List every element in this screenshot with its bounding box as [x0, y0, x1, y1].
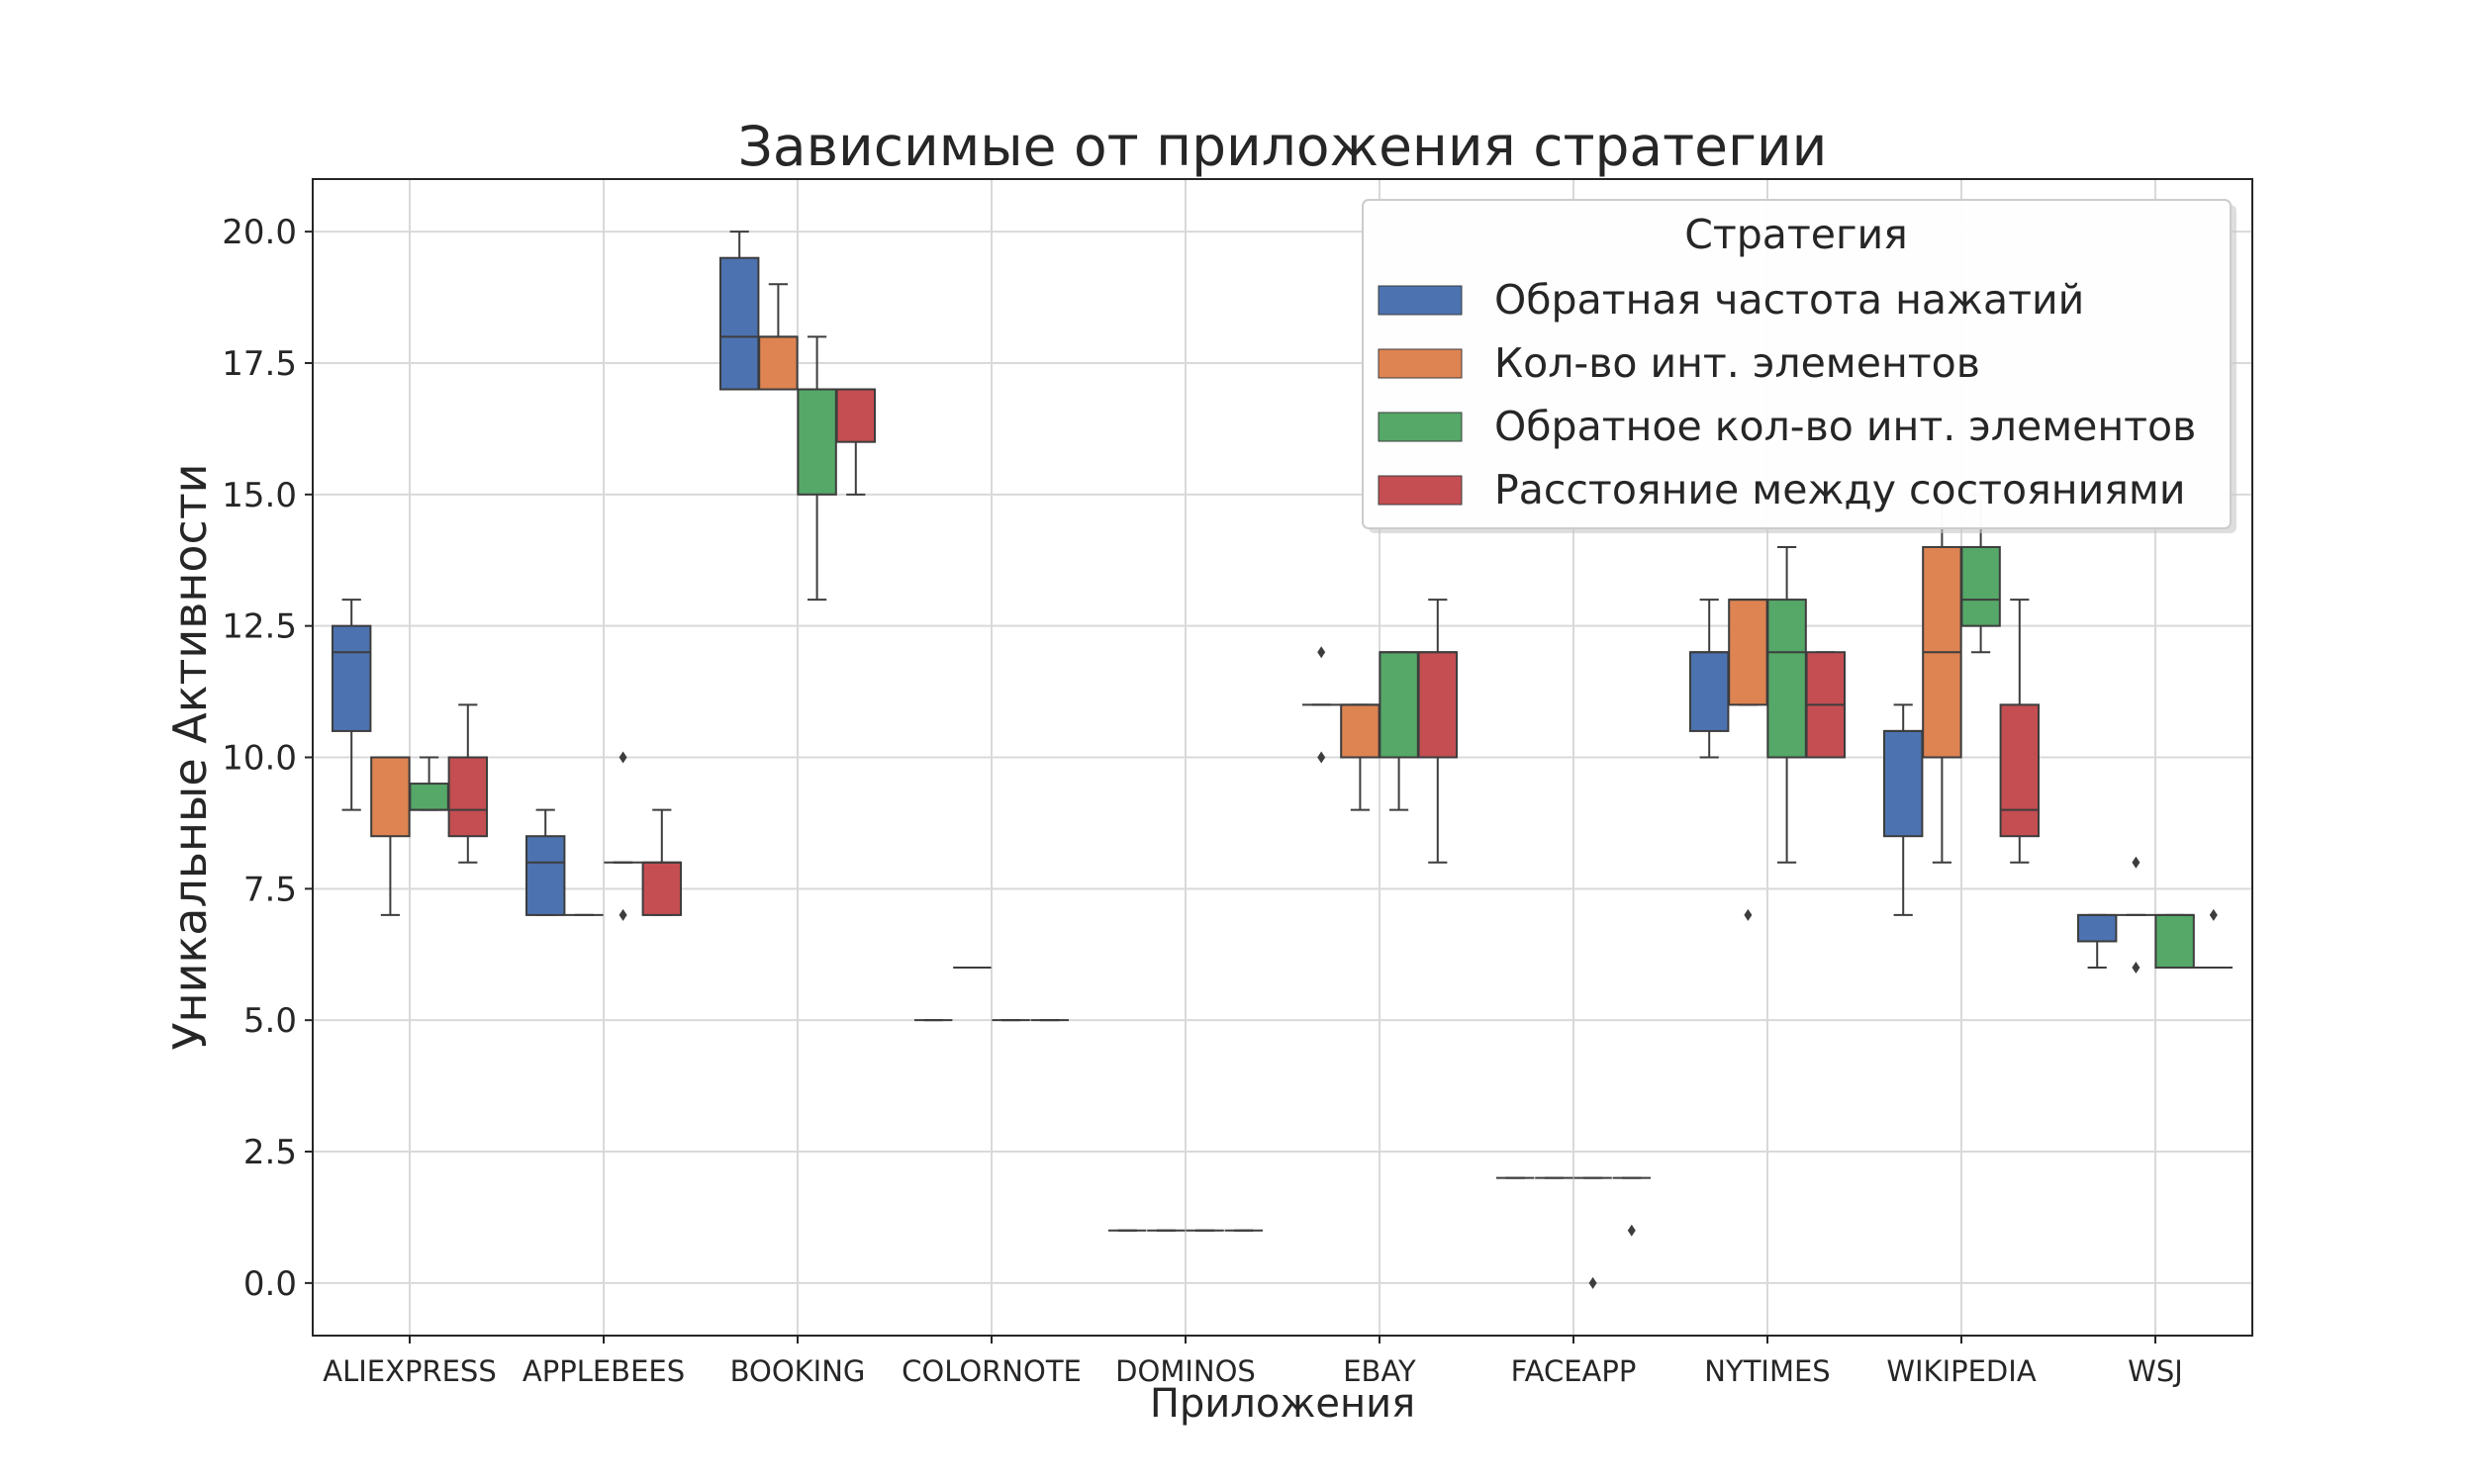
y-tick-label: 20.0 [222, 213, 297, 252]
box-body [1417, 651, 1459, 759]
box-nytimes-4 [1805, 651, 1847, 759]
box-aliexpress-4 [447, 703, 489, 864]
box-body [2154, 913, 2195, 970]
y-tick-label: 15.0 [222, 476, 297, 515]
x-tick-label: ALIEXPRESS [323, 1354, 497, 1388]
box-body [1340, 703, 1380, 759]
chart-title: Зависимые от приложения стратегии [738, 115, 1828, 178]
flier-point [2132, 856, 2141, 869]
legend-swatch [1378, 475, 1463, 506]
box-nytimes-1 [1688, 599, 1730, 759]
y-axis-ticks: 0.0 2.5 5.0 7.5 10.0 12.5 15.0 17.5 20.0 [222, 213, 313, 1304]
legend-swatch [1378, 285, 1463, 316]
box-applebees-3 [604, 751, 642, 921]
x-tick-label: COLORNOTE [902, 1354, 1082, 1388]
box-body [758, 335, 799, 391]
flier-point [1588, 1276, 1597, 1289]
x-tick-label: APPLEBEES [523, 1354, 685, 1388]
box-wikipedia-1 [1882, 703, 1924, 916]
box-faceapp-3 [1573, 1176, 1612, 1289]
box-body [1379, 651, 1419, 759]
box-body [1882, 729, 1924, 838]
box-booking-4 [835, 388, 877, 496]
y-tick-label: 10.0 [222, 739, 297, 779]
box-wsj-2 [2117, 856, 2155, 974]
legend-title: Стратегия [1684, 211, 1908, 258]
box-wikipedia-4 [1999, 599, 2041, 864]
box-booking-1 [718, 231, 760, 391]
y-axis-label: Уникальные Активности [163, 463, 217, 1050]
flier-point [1317, 751, 1326, 764]
legend-swatch [1378, 412, 1463, 442]
box-faceapp-4 [1612, 1176, 1652, 1237]
x-tick-label: FACEAPP [1511, 1354, 1637, 1388]
flier-point [618, 908, 627, 921]
box-wsj-4 [2194, 908, 2234, 970]
x-tick-label: WSJ [2128, 1354, 2183, 1388]
box-ebay-4 [1417, 599, 1459, 864]
x-tick-label: EBAY [1343, 1354, 1416, 1388]
box-body [447, 756, 489, 838]
x-axis-label: Приложения [1150, 1381, 1415, 1427]
flier-point [1744, 908, 1753, 921]
box-wsj-1 [2076, 913, 2118, 970]
flier-point [2132, 962, 2141, 974]
box-body [1999, 703, 2041, 838]
box-nytimes-2 [1728, 599, 1768, 921]
box-body [524, 835, 566, 916]
box-ebay-3 [1379, 651, 1419, 811]
x-tick-label: BOOKING [730, 1354, 866, 1388]
y-tick-label: 5.0 [243, 1001, 297, 1041]
legend-label: Обратное кол-во инт. элементов [1494, 403, 2196, 450]
legend-frame [1362, 199, 2232, 529]
flier-point [2209, 908, 2218, 921]
flier-point [1317, 646, 1326, 659]
box-body [641, 861, 683, 916]
box-body [1688, 651, 1730, 732]
x-tick-label: NYTIMES [1704, 1354, 1830, 1388]
box-aliexpress-1 [331, 599, 372, 811]
flier-point [1627, 1224, 1636, 1237]
box-body [370, 756, 411, 838]
box-body [835, 388, 877, 443]
box-body [718, 256, 760, 391]
box-body [1766, 599, 1807, 759]
legend-label: Расстояние между состояниями [1494, 466, 2186, 513]
y-tick-label: 2.5 [243, 1133, 297, 1172]
x-tick-label: WIKIPEDIA [1886, 1354, 2036, 1388]
box-booking-2 [758, 283, 799, 391]
legend-entries: Обратная частота нажатий Кол-во инт. элем… [1378, 276, 2196, 513]
y-tick-label: 0.0 [243, 1264, 297, 1304]
legend-label: Обратная частота нажатий [1494, 276, 2084, 324]
x-axis-ticks: ALIEXPRESS APPLEBEES BOOKING COLORNOTE DOMIN… [323, 1336, 2183, 1388]
x-tick-label: DOMINOS [1115, 1354, 1256, 1388]
box-body [1960, 545, 2001, 627]
box-body [331, 624, 372, 732]
box-body [797, 388, 837, 496]
box-body [2076, 913, 2118, 943]
box-aliexpress-2 [370, 756, 411, 916]
box-applebees-4 [641, 808, 683, 916]
legend: Стратегия Обратная частота нажатий Кол-во… [1362, 199, 2236, 533]
y-tick-label: 17.5 [222, 344, 297, 384]
y-tick-label: 7.5 [243, 870, 297, 909]
box-applebees-1 [524, 808, 566, 916]
box-wsj-3 [2154, 913, 2195, 970]
flier-point [618, 751, 627, 764]
box-series [331, 231, 2234, 1289]
box-wikipedia-2 [1922, 493, 1962, 864]
box-ebay-1 [1301, 646, 1341, 764]
y-tick-label: 12.5 [222, 607, 297, 647]
legend-label: Кол-во инт. элементов [1494, 339, 1980, 387]
legend-swatch [1378, 348, 1463, 379]
box-body [409, 783, 449, 811]
box-body [1728, 599, 1768, 706]
